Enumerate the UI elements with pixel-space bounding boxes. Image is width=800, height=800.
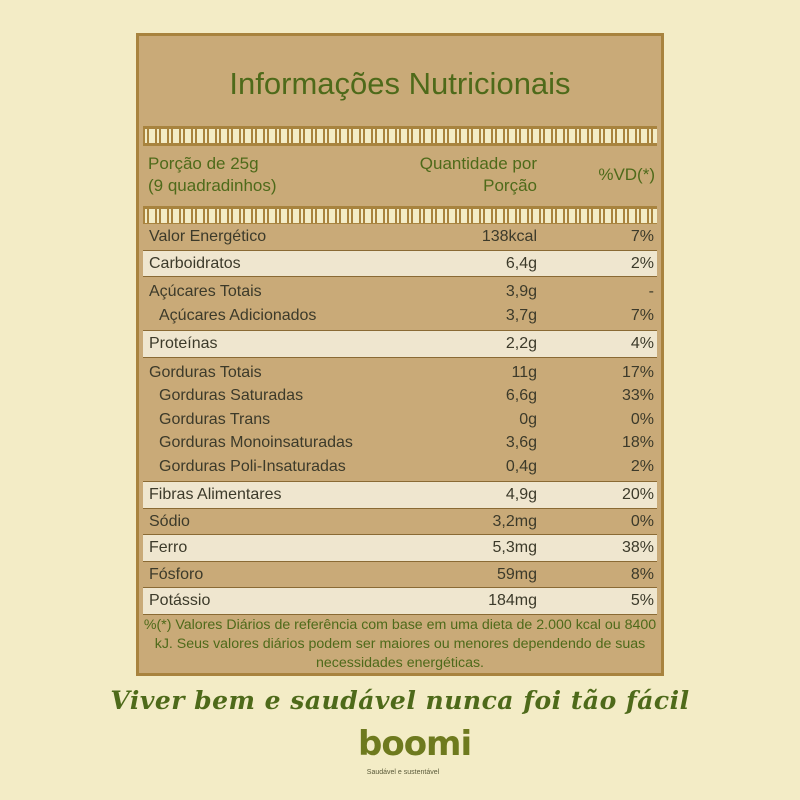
decorative-band-top (143, 126, 657, 146)
nutrient-line: Potássio 184mg 5% (143, 589, 657, 613)
nutrient-name: Potássio (149, 592, 211, 609)
nutrient-name: Fósforo (149, 565, 204, 583)
nutrient-daily-value: - (648, 283, 654, 300)
nutrient-row: Valor Energético 138kcal 7% (143, 224, 657, 251)
decorative-band-bottom (143, 206, 657, 226)
nutrient-line: Gorduras Monoinsaturadas 3,6g 18% (143, 431, 657, 455)
serving-size-line1: Porção de 25g (148, 154, 259, 173)
nutrient-quantity: 3,2mg (492, 512, 537, 530)
nutrient-name: Ferro (149, 539, 188, 556)
nutrient-daily-value: 33% (621, 387, 654, 404)
nutrient-daily-value: 38% (621, 539, 654, 556)
nutrient-row: Açúcares Totais 3,9g - Açúcares Adicionados… (143, 277, 657, 331)
panel-title: Informações Nutricionais (229, 66, 571, 101)
nutrient-quantity: 59mg (496, 565, 537, 583)
nutrient-line: Sódio 3,2mg 0% (143, 510, 657, 534)
nutrient-row: Gorduras Totais 11g 17% Gorduras Saturadas 6… (143, 357, 657, 482)
nutrient-name: Valor Energético (149, 228, 267, 245)
nutrient-quantity: 3,7g (505, 306, 537, 324)
nutrient-quantity: 6,4g (505, 254, 537, 272)
nutrient-quantity: 3,6g (505, 434, 537, 451)
nutrient-line: Gorduras Totais 11g 17% (143, 361, 657, 385)
nutrient-daily-value: 5% (630, 592, 654, 609)
nutrient-daily-value: 2% (630, 254, 654, 272)
nutrient-name: Gorduras Monoinsaturadas (159, 434, 353, 451)
logo-wordmark: boomi (358, 724, 472, 764)
nutrient-daily-value: 7% (630, 306, 654, 324)
nutrient-daily-value: 18% (621, 434, 654, 451)
nutrient-name: Sódio (149, 512, 190, 530)
nutrient-row: Carboidratos 6,4g 2% (143, 250, 657, 277)
nutrient-row: Fósforo 59mg 8% (143, 561, 657, 588)
nutrient-daily-value: 4% (630, 335, 654, 352)
nutrient-line: Açúcares Totais 3,9g - (143, 280, 657, 304)
serving-size-header: Porção de 25g (9 quadradinhos) (148, 153, 277, 197)
nutrient-line: Fósforo 59mg 8% (143, 563, 657, 587)
nutrient-line: Fibras Alimentares 4,9g 20% (143, 483, 657, 507)
nutrient-line: Gorduras Saturadas 6,6g 33% (143, 384, 657, 408)
nutrient-row: Proteínas 2,2g 4% (143, 331, 657, 358)
nutrient-daily-value: 17% (621, 363, 654, 381)
nutrient-line: Ferro 5,3mg 38% (143, 536, 657, 560)
footnote: %(*) Valores Diários de referência com b… (143, 617, 657, 671)
nutrient-daily-value: 8% (630, 565, 654, 583)
nutrient-daily-value: 20% (621, 486, 654, 503)
nutrition-facts-panel: Informações Nutricionais Porção de 25g (… (136, 33, 664, 676)
daily-value-header: %VD(*) (598, 165, 655, 184)
nutrient-daily-value: 7% (630, 228, 654, 245)
nutrient-name: Gorduras Totais (149, 363, 262, 381)
nutrient-quantity: 5,3mg (492, 539, 537, 556)
nutrient-quantity: 0g (519, 410, 537, 428)
nutrient-name: Proteínas (149, 335, 218, 352)
nutrient-line: Gorduras Trans 0g 0% (143, 408, 657, 432)
nutrient-row: Sódio 3,2mg 0% (143, 508, 657, 535)
nutrient-quantity: 138kcal (481, 228, 537, 245)
nutrient-quantity: 0,4g (505, 457, 537, 475)
nutrient-line: Proteínas 2,2g 4% (143, 332, 657, 356)
nutrient-quantity: 6,6g (505, 387, 537, 404)
nutrient-name: Gorduras Poli-Insaturadas (159, 457, 346, 475)
nutrient-quantity: 11g (511, 363, 537, 381)
nutrient-table: Valor Energético 138kcal 7% Carboidratos 6,4… (143, 224, 657, 615)
quantity-header: Quantidade por Porção (379, 153, 537, 197)
nutrient-name: Fibras Alimentares (149, 486, 282, 503)
nutrient-line: Açúcares Adicionados 3,7g 7% (143, 304, 657, 328)
nutrient-daily-value: 2% (630, 457, 654, 475)
nutrient-name: Gorduras Trans (159, 410, 271, 428)
logo-subtitle: Saudável e sustentável (366, 769, 440, 776)
nutrient-row: Fibras Alimentares 4,9g 20% (143, 482, 657, 509)
brand-logo: boomi Saudável e sustentável (358, 724, 472, 784)
nutrient-quantity: 3,9g (505, 283, 537, 300)
tagline: Viver bem e saudável nunca foi tão fácil (110, 686, 690, 715)
nutrient-line: Valor Energético 138kcal 7% (143, 225, 657, 249)
nutrient-name: Gorduras Saturadas (159, 387, 304, 404)
nutrient-row: Ferro 5,3mg 38% (143, 535, 657, 562)
nutrient-daily-value: 0% (630, 512, 654, 530)
nutrient-quantity: 4,9g (505, 486, 537, 503)
quantity-header-line1: Quantidade por (419, 154, 537, 173)
nutrient-name: Açúcares Adicionados (159, 306, 317, 324)
nutrient-line: Gorduras Poli-Insaturadas 0,4g 2% (143, 455, 657, 479)
nutrient-quantity: 184mg (488, 592, 537, 609)
quantity-header-line2: Porção (483, 176, 537, 195)
nutrient-daily-value: 0% (630, 410, 654, 428)
nutrient-name: Açúcares Totais (149, 283, 262, 300)
serving-size-line2: (9 quadradinhos) (148, 176, 277, 195)
nutrient-name: Carboidratos (149, 254, 241, 272)
nutrient-quantity: 2,2g (505, 335, 537, 352)
nutrient-row: Potássio 184mg 5% (143, 588, 657, 615)
nutrient-line: Carboidratos 6,4g 2% (143, 252, 657, 276)
